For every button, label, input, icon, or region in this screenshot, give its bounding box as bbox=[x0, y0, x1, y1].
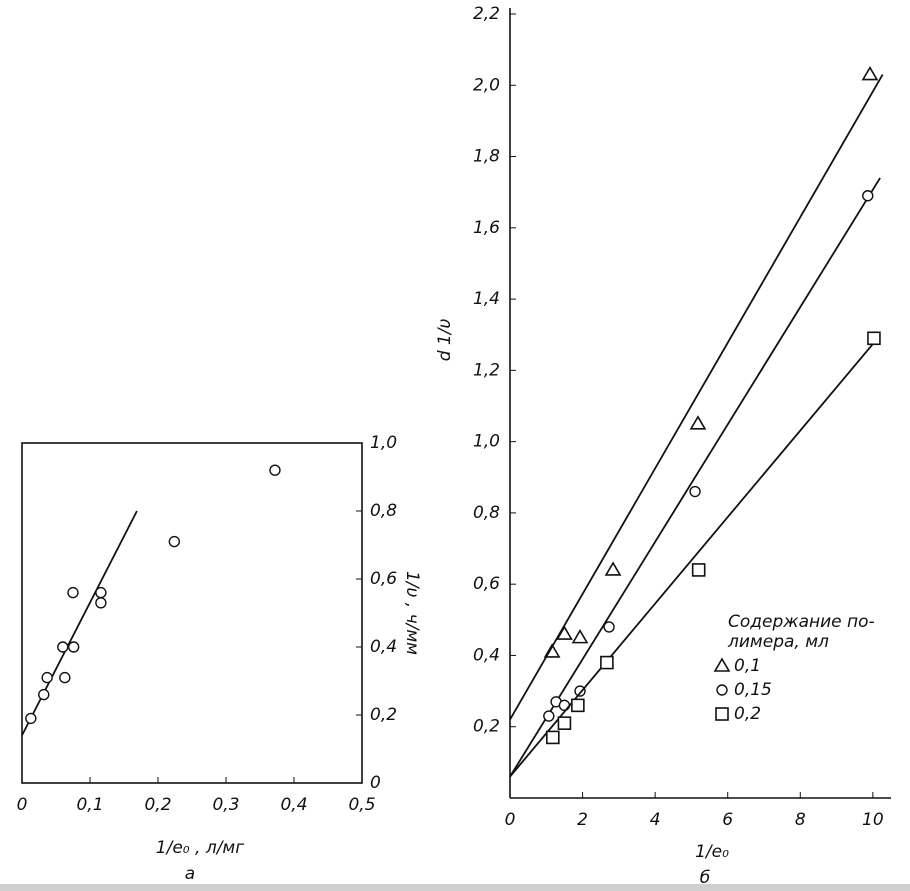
circle-marker bbox=[95, 597, 107, 609]
y-tick-label: 0,6 bbox=[370, 569, 397, 589]
circle-marker bbox=[67, 586, 79, 599]
fit-line bbox=[509, 74, 884, 721]
y-tick-label: 0 bbox=[370, 773, 381, 793]
y-tick-label: 0,4 bbox=[370, 637, 397, 657]
y-tick-label: 1,8 bbox=[473, 147, 500, 167]
square-marker bbox=[600, 655, 614, 670]
fit-line bbox=[509, 177, 881, 778]
triangle-marker bbox=[713, 657, 731, 672]
y-tick-label: 0,4 bbox=[473, 645, 500, 665]
y-tick-label: 2,0 bbox=[473, 75, 500, 95]
y-tick-label: 0,2 bbox=[473, 717, 500, 737]
square-marker bbox=[546, 730, 560, 745]
x-tick-label: 0 bbox=[505, 810, 516, 830]
circle-marker bbox=[25, 712, 37, 725]
x-tick-label: 0,4 bbox=[280, 795, 307, 815]
x-tick-label: 0,3 bbox=[212, 795, 239, 815]
legend-title: Содержание по- bbox=[728, 612, 875, 632]
subtitle: б bbox=[700, 868, 710, 888]
x-axis-label: 1/e₀ , л/мг bbox=[156, 838, 244, 858]
y-tick-label: 1,0 bbox=[473, 432, 500, 452]
triangle-marker bbox=[556, 625, 573, 640]
x-tick-label: 2 bbox=[577, 810, 588, 830]
legend-label: 0,2 bbox=[734, 704, 761, 724]
circle-marker bbox=[543, 710, 555, 722]
square-marker bbox=[691, 563, 706, 577]
y-axis-label: d 1/υ bbox=[435, 319, 455, 362]
triangle-marker bbox=[689, 415, 707, 430]
y-tick-label: 0,8 bbox=[370, 501, 397, 521]
circle-marker bbox=[689, 485, 701, 498]
triangle-marker bbox=[604, 561, 622, 576]
circle-marker bbox=[168, 535, 181, 548]
x-tick-label: 10 bbox=[862, 810, 884, 830]
circle-marker bbox=[862, 190, 874, 202]
plot-frame bbox=[21, 442, 363, 784]
y-tick-label: 1,6 bbox=[473, 218, 500, 238]
fit-line bbox=[21, 510, 138, 736]
x-axis-label: 1/e₀ bbox=[695, 842, 729, 862]
bottom-strip bbox=[0, 884, 910, 891]
circle-marker bbox=[269, 464, 281, 476]
y-tick-label: 0,8 bbox=[473, 503, 500, 523]
x-tick-label: 0,5 bbox=[348, 795, 375, 815]
x-tick-label: 4 bbox=[650, 810, 661, 830]
triangle-marker bbox=[543, 643, 561, 658]
x-tick-label: 6 bbox=[722, 810, 733, 830]
legend-label: 0,15 bbox=[734, 680, 772, 700]
y-tick-label: 1,2 bbox=[473, 360, 500, 380]
square-marker bbox=[557, 716, 572, 730]
y-tick-label: 0,6 bbox=[473, 574, 500, 594]
y-axis-label: 1/υ , ч/мм bbox=[402, 571, 422, 655]
circle-marker bbox=[57, 641, 69, 653]
y-tick-label: 2,2 bbox=[473, 4, 500, 24]
circle-marker bbox=[59, 671, 71, 684]
triangle-marker bbox=[571, 629, 589, 644]
circle-marker bbox=[67, 641, 80, 653]
y-tick-label: 1,0 bbox=[370, 433, 397, 453]
subtitle: а bbox=[185, 864, 195, 884]
legend-label: 0,1 bbox=[734, 656, 761, 676]
square-marker bbox=[867, 331, 881, 346]
circle-marker bbox=[603, 621, 615, 633]
square-marker bbox=[715, 707, 729, 721]
circle-marker bbox=[41, 671, 53, 684]
circle-marker bbox=[574, 685, 586, 697]
legend-title: лимера, мл bbox=[727, 632, 829, 652]
circle-marker bbox=[95, 586, 107, 599]
y-tick-label: 1,4 bbox=[473, 289, 500, 309]
circle-marker bbox=[716, 684, 728, 696]
x-tick-label: 0,2 bbox=[144, 795, 171, 815]
square-marker bbox=[571, 698, 585, 713]
circle-marker bbox=[38, 688, 50, 701]
x-tick-label: 0,1 bbox=[76, 795, 103, 815]
y-tick-label: 0,2 bbox=[370, 705, 397, 725]
triangle-marker bbox=[861, 65, 879, 81]
x-tick-label: 0 bbox=[17, 795, 28, 815]
fit-line bbox=[509, 341, 876, 778]
x-tick-label: 8 bbox=[795, 810, 806, 830]
